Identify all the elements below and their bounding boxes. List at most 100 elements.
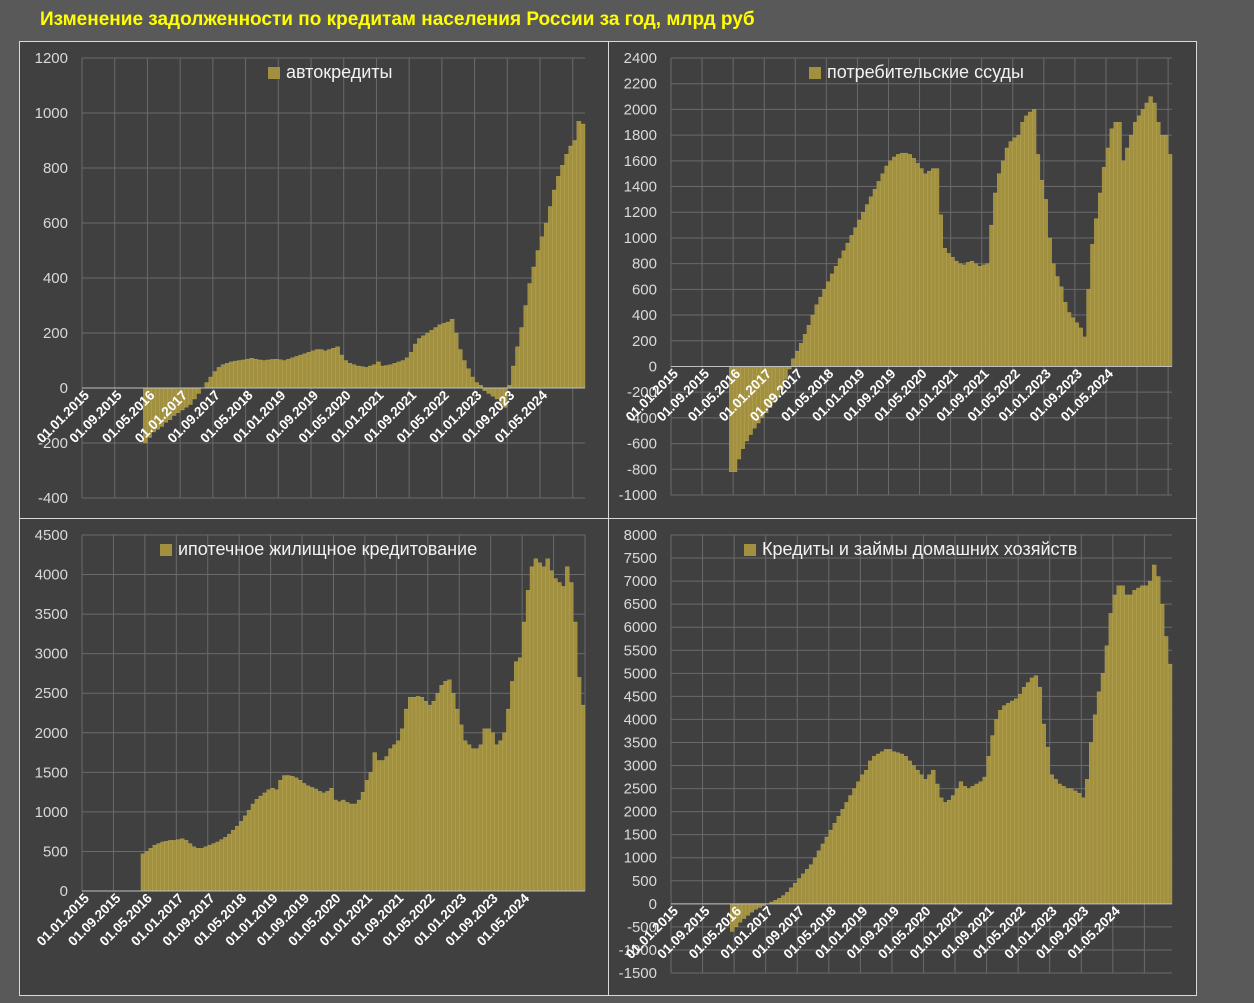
chart-svg: -1000 -800 -600 -400 -200 0 200 400 600 800 1000 12… [619,50,1173,504]
bar [824,836,829,904]
bar [521,621,527,892]
bar [541,566,546,892]
bar [527,283,532,389]
bar [325,791,330,892]
bar [301,783,307,892]
bar [400,728,405,892]
bar [923,173,928,367]
bar [478,744,483,892]
bar [1156,576,1161,904]
bar [1136,587,1141,904]
bar [954,788,960,904]
bar [1017,693,1023,904]
y-tick-label: 400 [43,270,68,287]
bar [309,787,315,892]
bar [966,262,971,367]
bar [1028,111,1033,367]
y-tick-label: 4000 [35,567,68,584]
y-tick-label: 500 [43,843,68,860]
bar [915,769,920,904]
bar [576,121,582,389]
bar [1098,192,1103,367]
bar [795,350,800,367]
bar [557,582,562,892]
bar [242,815,248,892]
bar [942,248,947,367]
bar [490,732,495,892]
bar [1078,327,1083,367]
bar [514,661,519,892]
bar [799,343,804,367]
bar [310,350,316,389]
bar [998,710,1003,904]
bar [212,371,218,389]
bar [985,263,990,367]
bar [1108,613,1113,904]
bar [458,349,463,389]
bar [306,352,312,389]
bar [797,878,802,904]
y-tick-label: -1500 [619,965,657,982]
bar [1077,793,1082,904]
bar [903,756,908,904]
bar [409,352,414,389]
bar [257,359,263,389]
bar [569,582,574,892]
bar [1136,115,1142,367]
bar [466,744,472,892]
bar [282,775,287,892]
bar [580,123,586,389]
legend-swatch [268,66,280,79]
legend-swatch [160,543,172,556]
bar [841,250,846,367]
bar [235,825,240,892]
bar [888,160,893,367]
bar [837,258,843,367]
bar [224,363,230,389]
y-tick-label: 4000 [624,711,657,728]
bar [529,566,535,892]
bar [286,358,291,389]
bar [553,578,558,892]
bar [439,685,444,892]
bar [437,324,443,389]
bar [804,869,810,904]
bar [864,769,869,904]
bar [431,700,436,892]
bar [447,679,452,892]
bar [199,848,204,892]
bar [806,325,811,367]
bar [459,724,464,892]
bar [419,697,425,892]
bar [1164,134,1169,367]
bar [429,330,434,389]
bar [1002,705,1007,904]
bar [466,368,471,389]
bar [265,359,271,389]
bar [482,728,487,892]
bar [969,260,975,367]
bar [195,848,201,892]
y-tick-label: 1000 [35,804,68,821]
bar [164,841,169,892]
bar [359,366,365,389]
bar [938,214,944,367]
y-tick-label: 600 [632,281,657,298]
bar [372,752,377,892]
bar [950,795,956,904]
bar [323,350,328,389]
bar [935,783,940,904]
bar [539,236,545,389]
bar [939,797,944,904]
bar [840,809,845,904]
bar [1004,147,1010,367]
bar [215,841,220,892]
bar [352,803,358,892]
bar [455,708,460,892]
bar [1156,122,1161,367]
y-tick-label: 7500 [624,550,657,567]
bar [777,898,782,904]
y-tick-label: 0 [649,358,657,375]
bar [927,170,932,367]
bar [204,382,209,389]
